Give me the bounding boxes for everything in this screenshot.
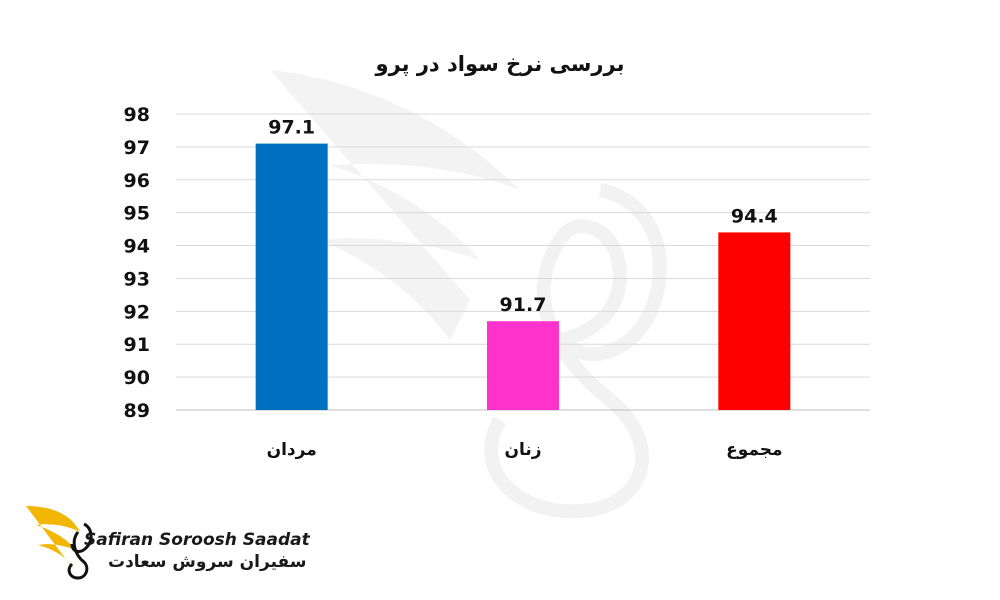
y-tick-label: 91: [124, 334, 150, 356]
y-tick-label: 90: [124, 367, 150, 389]
logo-latin-name: Safiran Soroosh Saadat: [84, 530, 310, 550]
chart-title: بررسی نرخ سواد در پرو: [375, 52, 625, 76]
y-tick-label: 89: [124, 400, 150, 422]
data-label: 94.4: [731, 205, 778, 227]
x-tick-label: مجموع: [726, 440, 782, 460]
y-tick-label: 92: [124, 301, 150, 323]
bar: [487, 321, 559, 410]
data-label: 91.7: [500, 294, 547, 316]
y-tick-label: 94: [124, 236, 150, 258]
y-tick-label: 95: [124, 203, 150, 225]
bar: [718, 232, 791, 410]
y-tick-label: 97: [124, 137, 150, 159]
bar: [255, 143, 328, 410]
y-tick-label: 98: [124, 104, 150, 126]
x-tick-label: زنان: [504, 440, 541, 460]
x-tick-label: مردان: [267, 440, 317, 460]
company-logo: Safiran Soroosh Saadat سفیران سروش سعادت: [22, 492, 312, 582]
y-tick-label: 96: [124, 170, 150, 192]
data-label: 97.1: [268, 117, 315, 139]
logo-bird-icon: [26, 506, 93, 580]
logo-persian-name: سفیران سروش سعادت: [108, 552, 307, 572]
watermark-bird-icon: [270, 70, 667, 519]
y-tick-label: 93: [124, 268, 150, 290]
